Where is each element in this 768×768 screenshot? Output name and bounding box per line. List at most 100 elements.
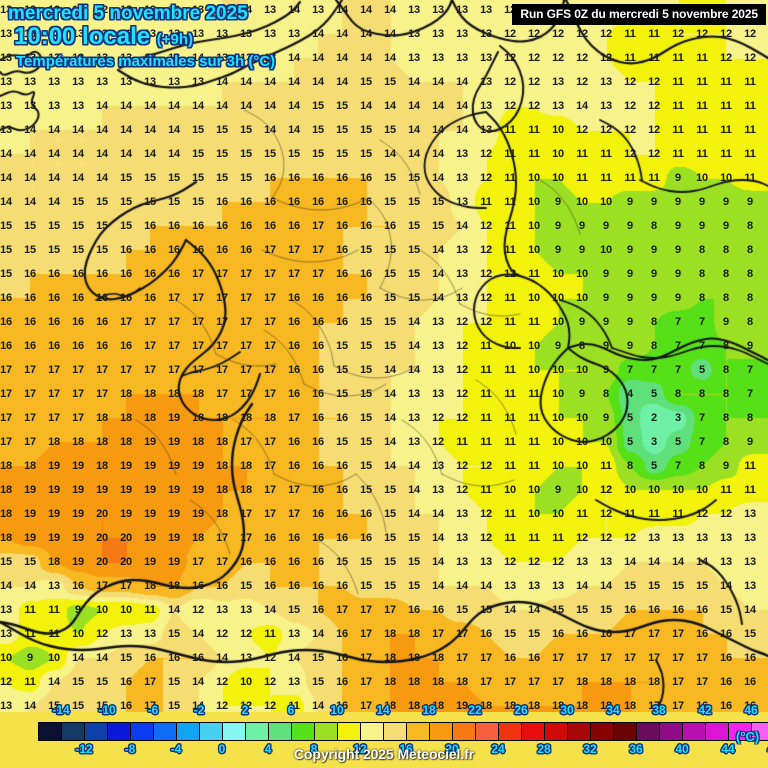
- grid-temperature-value: 9: [555, 196, 561, 208]
- legend-tick: 44: [721, 742, 735, 756]
- grid-temperature-value: 13: [480, 28, 492, 40]
- grid-temperature-value: 14: [336, 76, 348, 88]
- color-swatch: [315, 723, 338, 740]
- grid-temperature-value: 13: [600, 76, 612, 88]
- grid-temperature-value: 17: [48, 364, 60, 376]
- grid-temperature-value: 9: [555, 220, 561, 232]
- grid-temperature-value: 17: [240, 268, 252, 280]
- grid-temperature-value: 13: [696, 532, 708, 544]
- color-scale-bar[interactable]: [38, 722, 768, 741]
- grid-temperature-value: 11: [504, 220, 516, 232]
- grid-temperature-value: 18: [216, 412, 228, 424]
- grid-temperature-value: 9: [555, 244, 561, 256]
- grid-temperature-value: 15: [384, 556, 396, 568]
- grid-temperature-value: 14: [408, 484, 420, 496]
- grid-temperature-value: 15: [720, 604, 732, 616]
- grid-temperature-value: 12: [480, 268, 492, 280]
- grid-temperature-value: 18: [600, 676, 612, 688]
- grid-temperature-value: 17: [624, 652, 636, 664]
- grid-temperature-value: 15: [384, 508, 396, 520]
- grid-temperature-value: 19: [120, 460, 132, 472]
- grid-temperature-value: 13: [24, 52, 36, 64]
- grid-temperature-value: 13: [96, 52, 108, 64]
- grid-temperature-value: 18: [600, 700, 612, 712]
- color-swatch: [637, 723, 660, 740]
- grid-temperature-value: 16: [120, 292, 132, 304]
- grid-temperature-value: 10: [72, 628, 84, 640]
- grid-temperature-value: 11: [576, 508, 588, 520]
- grid-temperature-value: 17: [360, 604, 372, 616]
- color-swatch: [453, 723, 476, 740]
- grid-temperature-value: 11: [672, 508, 684, 520]
- grid-temperature-value: 14: [408, 316, 420, 328]
- grid-temperature-value: 14: [432, 508, 444, 520]
- grid-temperature-value: 14: [744, 604, 756, 616]
- grid-temperature-value: 12: [576, 76, 588, 88]
- grid-temperature-value: 10: [576, 196, 588, 208]
- grid-temperature-value: 18: [192, 412, 204, 424]
- grid-temperature-value: 18: [192, 388, 204, 400]
- grid-temperature-value: 11: [48, 604, 60, 616]
- grid-temperature-value: 13: [456, 268, 468, 280]
- grid-temperature-value: 13: [456, 172, 468, 184]
- grid-temperature-value: 7: [627, 364, 633, 376]
- grid-temperature-value: 9: [699, 196, 705, 208]
- grid-temperature-value: 15: [72, 196, 84, 208]
- grid-temperature-value: 8: [723, 340, 729, 352]
- grid-temperature-value: 14: [432, 148, 444, 160]
- grid-temperature-value: 16: [336, 508, 348, 520]
- legend-tick: 34: [606, 703, 620, 717]
- grid-temperature-value: 5: [627, 436, 633, 448]
- grid-temperature-value: 10: [528, 292, 540, 304]
- grid-temperature-value: 15: [408, 220, 420, 232]
- grid-temperature-value: 14: [384, 460, 396, 472]
- grid-temperature-value: 16: [288, 580, 300, 592]
- grid-temperature-value: 10: [528, 196, 540, 208]
- grid-temperature-value: 11: [672, 148, 684, 160]
- grid-temperature-value: 11: [720, 100, 732, 112]
- grid-temperature-value: 17: [0, 412, 12, 424]
- color-swatch: [568, 723, 591, 740]
- grid-temperature-value: 14: [360, 100, 372, 112]
- grid-temperature-value: 12: [264, 652, 276, 664]
- grid-temperature-value: 5: [699, 364, 705, 376]
- grid-temperature-value: 16: [312, 316, 324, 328]
- grid-temperature-value: 13: [72, 52, 84, 64]
- grid-temperature-value: 13: [432, 388, 444, 400]
- grid-temperature-value: 16: [0, 340, 12, 352]
- grid-temperature-value: 17: [192, 556, 204, 568]
- grid-temperature-value: 13: [312, 4, 324, 16]
- grid-temperature-value: 10: [576, 364, 588, 376]
- grid-temperature-value: 11: [24, 676, 36, 688]
- grid-temperature-value: 13: [0, 4, 12, 16]
- grid-temperature-value: 8: [651, 220, 657, 232]
- grid-temperature-value: 9: [675, 292, 681, 304]
- grid-temperature-value: 13: [552, 580, 564, 592]
- grid-temperature-value: 9: [75, 604, 81, 616]
- grid-temperature-value: 10: [552, 292, 564, 304]
- grid-temperature-value: 14: [168, 604, 180, 616]
- grid-temperature-value: 15: [360, 388, 372, 400]
- grid-temperature-value: 16: [312, 580, 324, 592]
- grid-temperature-value: 14: [408, 508, 420, 520]
- grid-temperature-value: 10: [528, 340, 540, 352]
- grid-temperature-value: 17: [216, 292, 228, 304]
- grid-temperature-value: 13: [552, 76, 564, 88]
- grid-temperature-value: 12: [504, 52, 516, 64]
- grid-temperature-value: 8: [747, 220, 753, 232]
- grid-temperature-value: 17: [480, 676, 492, 688]
- grid-temperature-value: 10: [552, 388, 564, 400]
- grid-temperature-value: 11: [528, 148, 540, 160]
- grid-temperature-value: 18: [168, 388, 180, 400]
- grid-temperature-value: 13: [480, 4, 492, 16]
- grid-temperature-value: 17: [288, 244, 300, 256]
- color-swatch: [292, 723, 315, 740]
- grid-temperature-value: 15: [120, 172, 132, 184]
- grid-temperature-value: 17: [504, 676, 516, 688]
- grid-temperature-value: 17: [552, 652, 564, 664]
- weather-map[interactable]: 13 12 12 12 12 12 13 13 13 14 14 13 14 13 14 14 14 13 13 13…: [0, 0, 768, 712]
- grid-temperature-value: 11: [696, 76, 708, 88]
- grid-temperature-value: 17: [168, 316, 180, 328]
- grid-temperature-value: 12: [480, 244, 492, 256]
- grid-temperature-value: 16: [288, 292, 300, 304]
